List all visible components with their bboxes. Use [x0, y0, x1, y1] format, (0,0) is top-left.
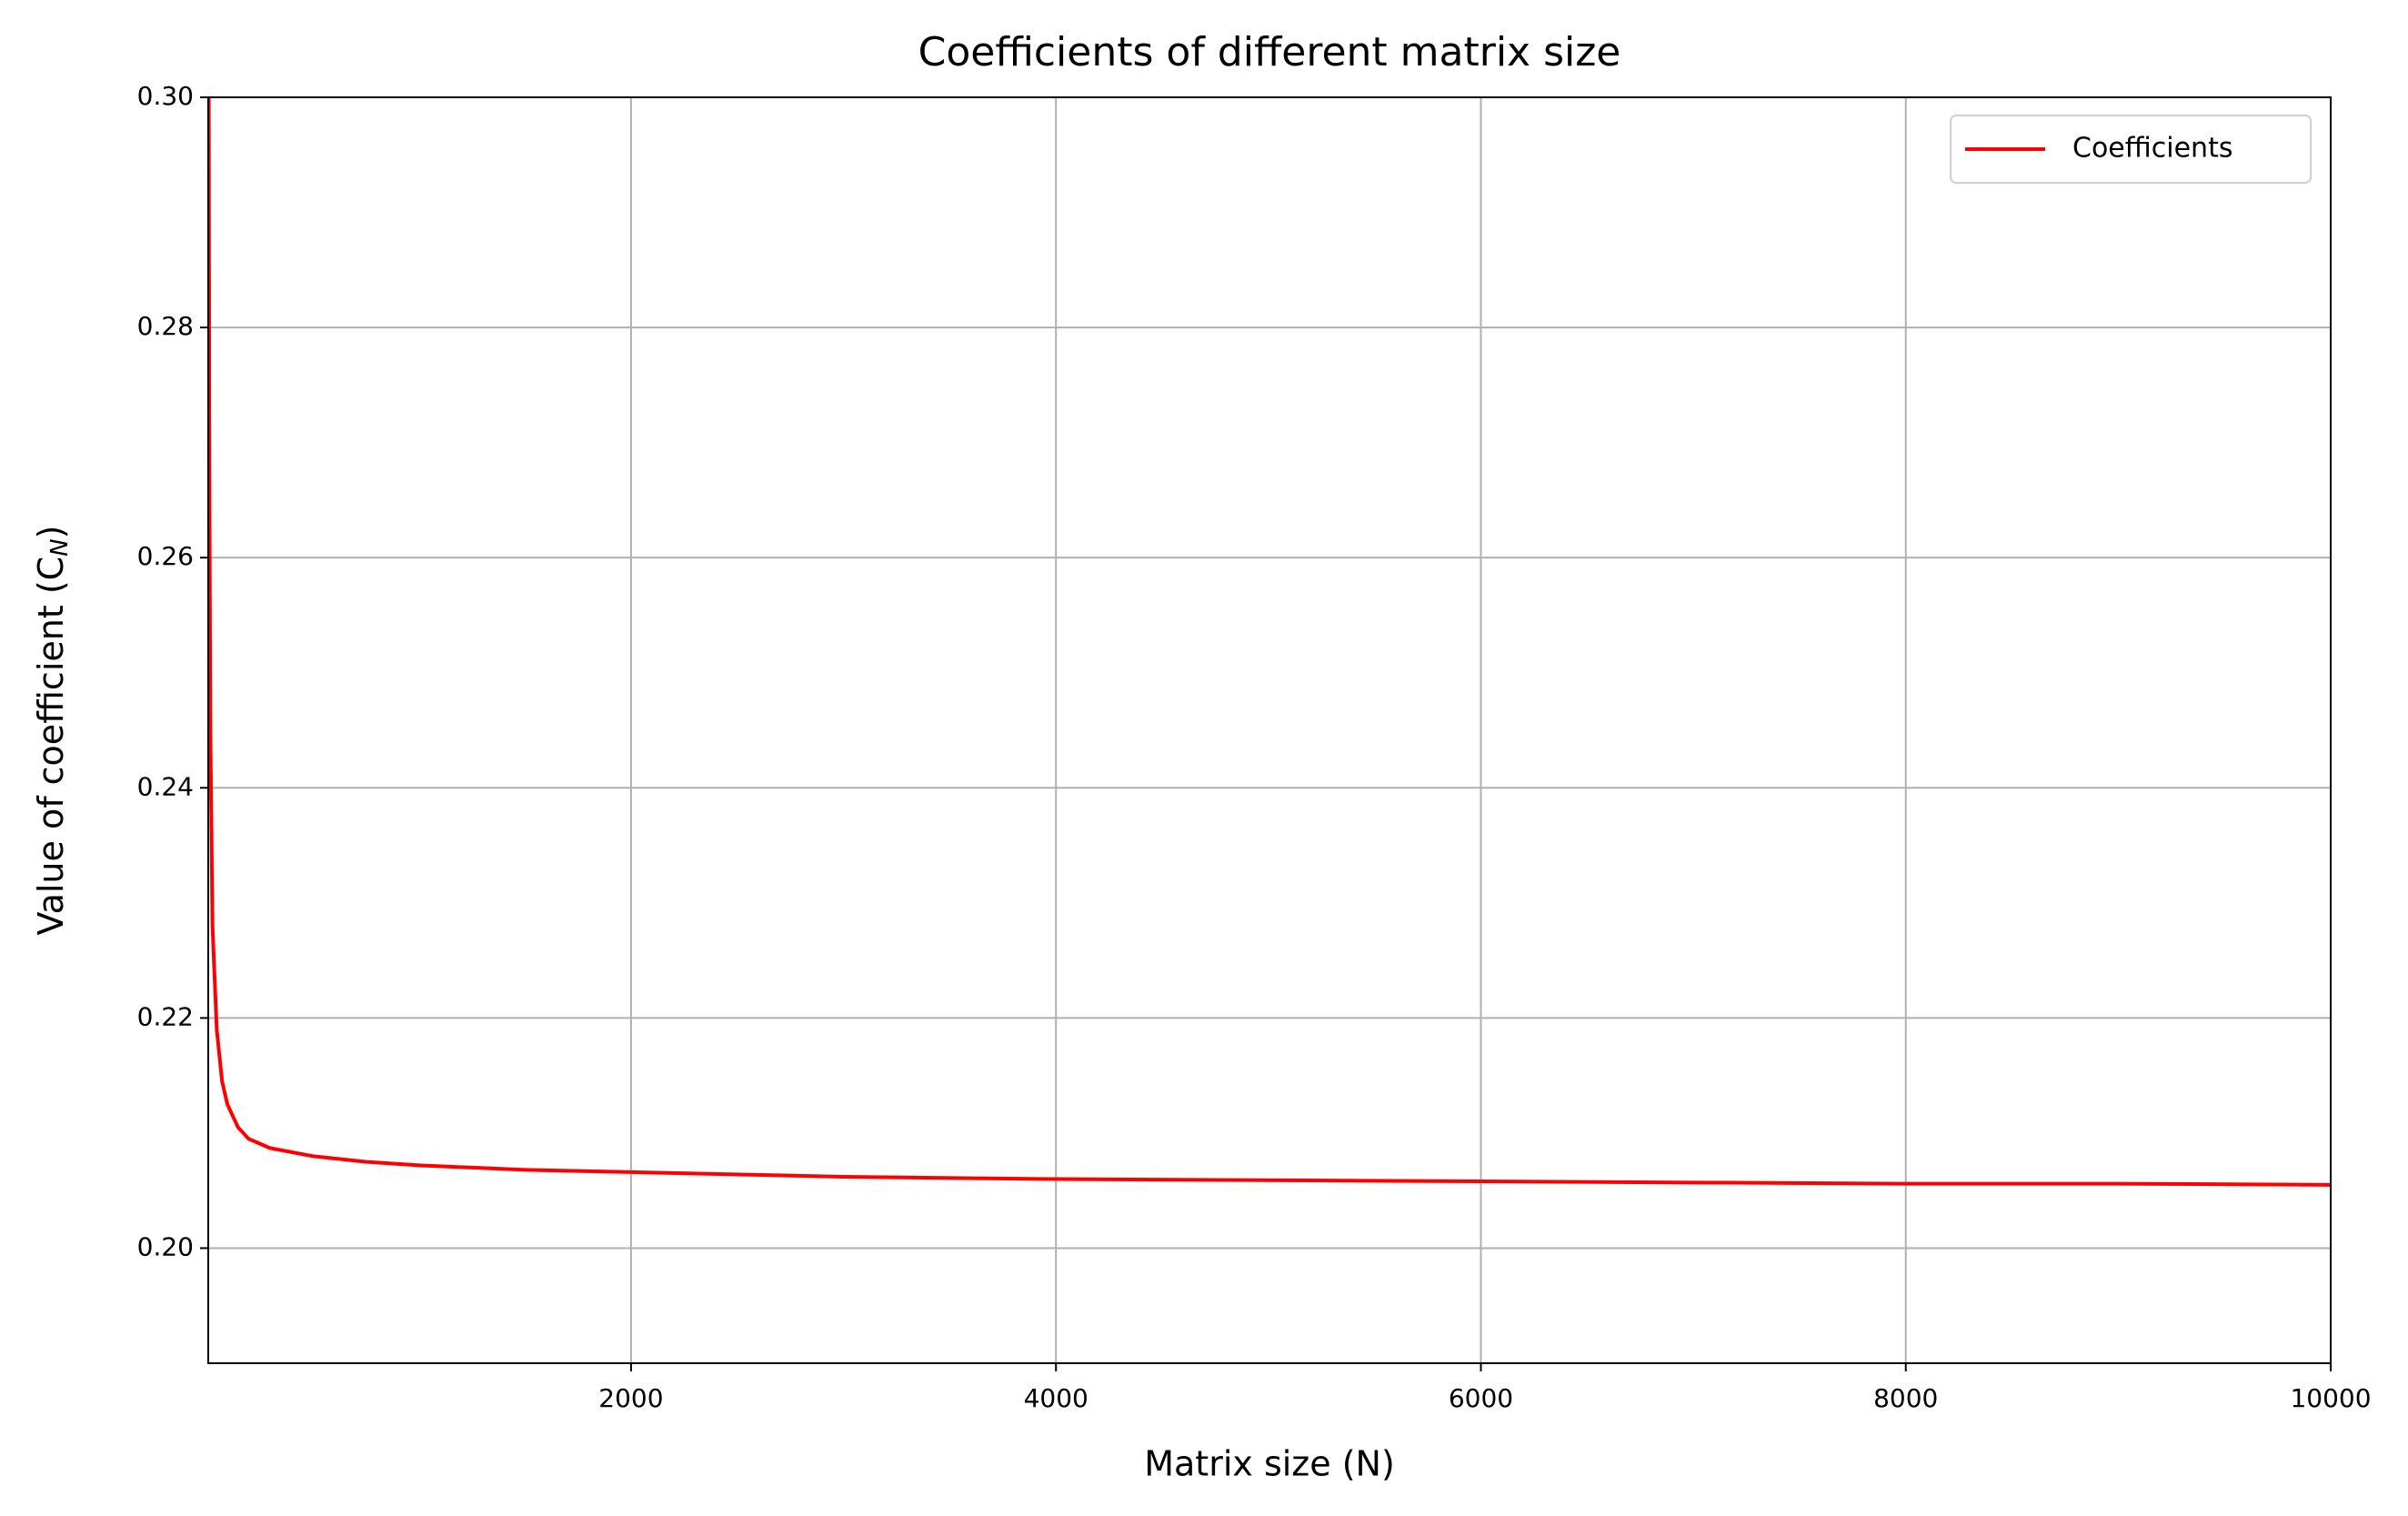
- data-line: [208, 97, 2331, 1187]
- y-tick-label: 0.26: [137, 541, 194, 571]
- y-tick-label: 0.28: [137, 311, 194, 341]
- x-tick-label: 2000: [598, 1383, 663, 1413]
- x-tick-label: 6000: [1449, 1383, 1513, 1413]
- chart-title: Coefficients of different matrix size: [918, 29, 1621, 75]
- axes-frame: [207, 96, 2332, 1364]
- legend: Coefficients: [1950, 115, 2312, 184]
- y-axis-label: Value of coefficient (CN): [31, 526, 74, 936]
- y-tick-label: 0.24: [137, 771, 194, 801]
- plot-area: [208, 97, 2331, 1187]
- legend-label: Coefficients: [2072, 133, 2232, 165]
- x-tick-label: 8000: [1873, 1383, 1938, 1413]
- y-tick-label: 0.20: [137, 1231, 194, 1261]
- x-axis-label: Matrix size (N): [1144, 1444, 1395, 1484]
- x-tick-label: 10000: [2290, 1383, 2371, 1413]
- legend-box: [1950, 115, 2312, 184]
- y-tick-label: 0.22: [137, 1001, 194, 1031]
- x-tick-label: 4000: [1024, 1383, 1089, 1413]
- grid: [208, 96, 2332, 1363]
- y-tick-label: 0.30: [137, 81, 194, 111]
- y-axis-label-text: Value of coefficient (C: [31, 557, 71, 936]
- ticks: 0.20 0.22 0.24 0.26 0.28 0.30 2000 4000 6000 8000…: [137, 81, 2372, 1413]
- y-axis-label-subscript: N: [46, 538, 74, 556]
- y-axis-label-end: ): [31, 526, 71, 539]
